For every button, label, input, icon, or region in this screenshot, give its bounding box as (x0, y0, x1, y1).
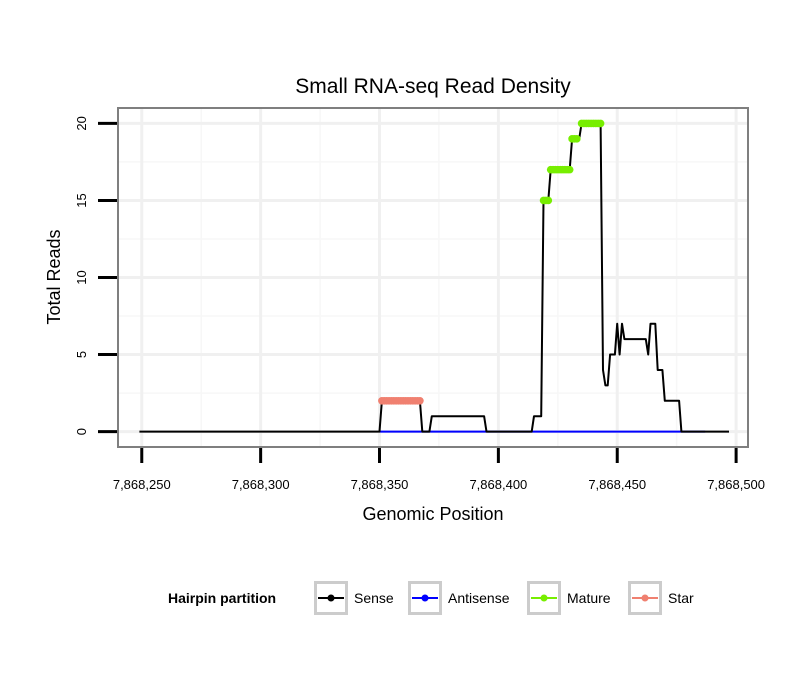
legend-item-sense: Sense (314, 581, 394, 615)
legend-key-point (327, 594, 335, 602)
y-tick-label: 15 (74, 193, 89, 207)
x-tick-label: 7,868,400 (469, 477, 527, 492)
y-tick-label: 5 (74, 351, 89, 358)
y-tick-label: 0 (74, 428, 89, 435)
x-tick-label: 7,868,350 (351, 477, 409, 492)
legend-label: Antisense (448, 590, 510, 606)
axes: 7,868,250 7,868,300 7,868,350 7,868,400 7,86… (74, 116, 765, 492)
data-point-star (416, 396, 424, 405)
x-tick-label: 7,868,450 (588, 477, 646, 492)
legend-title: Hairpin partition (168, 590, 276, 606)
y-axis-label: Total Reads (44, 229, 64, 324)
data-point-mature (596, 119, 605, 128)
legend-label: Star (668, 590, 694, 606)
legend-key-point (421, 594, 429, 602)
x-tick-label: 7,868,250 (113, 477, 171, 492)
legend: Hairpin partition Sense Antisense Mature St… (168, 581, 694, 615)
grid-lines (119, 109, 747, 446)
legend-item-mature: Mature (527, 581, 611, 615)
legend-key-point (540, 594, 548, 602)
legend-item-star: Star (628, 581, 694, 615)
x-tick-label: 7,868,500 (707, 477, 765, 492)
data-point-mature (544, 196, 553, 205)
y-tick-label: 20 (74, 116, 89, 130)
series-layer (139, 119, 729, 433)
data-point-mature (573, 135, 581, 143)
legend-key-point (641, 594, 649, 602)
x-tick-label: 7,868,300 (232, 477, 290, 492)
chart-title: Small RNA-seq Read Density (295, 75, 571, 98)
data-point-mature (565, 165, 574, 174)
x-axis-label: Genomic Position (362, 504, 503, 524)
y-tick-label: 10 (74, 270, 89, 284)
legend-label: Mature (567, 590, 611, 606)
legend-label: Sense (354, 590, 394, 606)
series-line-sense (139, 122, 729, 433)
legend-item-antisense: Antisense (408, 581, 510, 615)
